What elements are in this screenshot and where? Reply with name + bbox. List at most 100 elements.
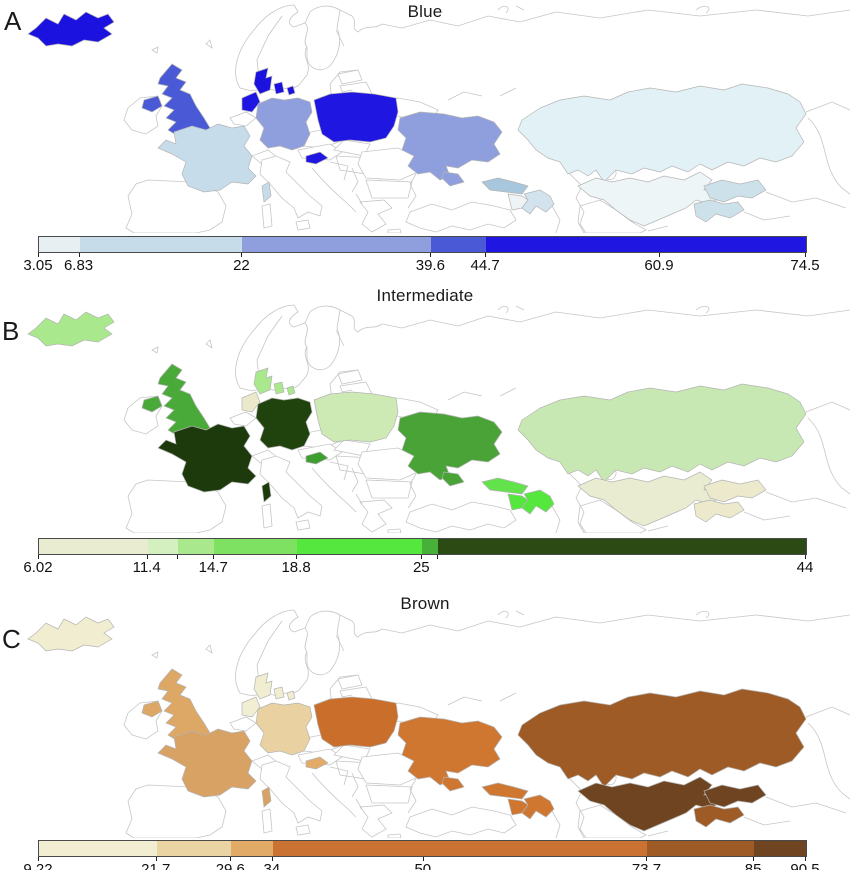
colorbar-tick: [271, 857, 273, 861]
country-outline-sicily: [295, 219, 311, 231]
country-kazakhstan: [517, 383, 807, 483]
border-line-russia-border-1: [447, 91, 483, 101]
colorbar-tick-label: 50: [414, 861, 432, 870]
country-outline-greece: [359, 199, 393, 233]
border-line-china-border-2: [807, 722, 850, 800]
colorbar-segment: [272, 841, 648, 856]
colorbar-tick: [155, 857, 157, 861]
panel-brown: C Brown 9.22 21.7 29.6 34 50 73.7 85 90.5: [0, 574, 850, 870]
colorbar-tick-label: 18.8: [281, 559, 311, 574]
border-line-russia-border-1: [447, 391, 483, 401]
border-line-arctic-island: [695, 305, 710, 314]
country-france: [157, 123, 257, 193]
country-outline-greece: [359, 499, 393, 533]
colorbar-blue: 3.05 6.83 22 39.6 44.7 60.9 74.5: [0, 236, 850, 272]
border-line-afghan-border: [647, 211, 791, 232]
colorbar-tick: [38, 253, 39, 257]
country-tajikistan: [693, 804, 745, 828]
colorbar-segment: [39, 841, 157, 856]
country-outline-sicily: [295, 519, 311, 531]
country-tajikistan: [693, 199, 745, 223]
colorbar-segment: [486, 237, 806, 252]
country-tajikistan: [693, 499, 745, 523]
country-outline-crete: [387, 833, 402, 838]
colorbar-tick: [422, 857, 424, 861]
country-poland: [313, 696, 399, 748]
colorbar-segment: [79, 237, 243, 252]
country-slovenia: [305, 451, 329, 465]
colorbar-bar: [38, 236, 807, 253]
colorbar-tick-label: 73.7: [631, 861, 662, 870]
colorbar-tick: [146, 555, 148, 559]
colorbar-segment: [242, 237, 432, 252]
border-line-gulf-of-finland-coast: [329, 674, 359, 706]
border-line-karelia-line: [335, 634, 345, 652]
border-line-albania-line: [355, 798, 363, 810]
country-outline-belgium: [229, 111, 257, 127]
country-outline-crete: [387, 228, 402, 233]
map-canvas: [27, 4, 850, 233]
border-line-svalbard-2: [515, 5, 525, 11]
colorbar-tick-label: 90.5: [790, 861, 820, 870]
border-line-balkan-border-2: [351, 772, 359, 798]
border-line-gulf-of-finland-coast: [329, 369, 359, 401]
colorbar-tick: [805, 857, 806, 861]
border-line-caspian-east-coast: [567, 171, 587, 233]
country-outline-turkey: [405, 806, 517, 838]
border-line-black-sea-west-coast: [407, 173, 417, 209]
country-outline-italy: [259, 155, 323, 219]
country-denmark-zealand: [286, 385, 296, 396]
country-denmark-islands: [273, 686, 285, 700]
border-line-china-border-2: [807, 417, 850, 495]
country-denmark-islands: [273, 81, 285, 95]
country-outline-shetland: [205, 644, 213, 654]
panel-intermediate: B Intermediate 6.02 11.4 14.7 18.8 25 44: [0, 272, 850, 574]
colorbar-tick-label: 14.7: [198, 559, 228, 574]
country-outline-sardinia: [261, 503, 273, 529]
colorbar-tick: [659, 253, 660, 257]
border-line-kaliningrad: [341, 389, 353, 393]
colorbar-intermediate: 6.02 11.4 14.7 18.8 25 44: [0, 538, 850, 574]
colorbar-tick-label: 60.9: [644, 257, 674, 272]
country-outline-sardinia: [261, 203, 273, 229]
country-denmark-jutland: [253, 67, 273, 95]
country-kazakhstan: [517, 688, 807, 788]
country-iceland: [27, 616, 115, 652]
border-line-afghan-border: [647, 816, 791, 837]
colorbar-segment: [231, 841, 273, 856]
colorbar-segment: [39, 539, 148, 554]
border-line-caspian-west-coast: [551, 205, 561, 233]
country-outline-crete: [387, 528, 402, 533]
border-line-china-border-3: [765, 191, 847, 209]
colorbar-bar: [38, 538, 807, 555]
country-outline-bulgaria: [365, 784, 413, 804]
border-line-black-sea-west-coast: [407, 778, 417, 814]
border-line-russia-arctic-coast: [339, 614, 850, 638]
border-line-caspian-west-coast: [551, 505, 561, 533]
country-denmark-zealand: [286, 690, 296, 701]
colorbar-tick-label: 21.7: [141, 861, 171, 870]
panel-letter-b: B: [2, 316, 20, 346]
country-azerbaijan: [521, 189, 555, 215]
panel-letter-c: C: [2, 624, 21, 654]
colorbar-segment: [647, 841, 755, 856]
border-line-svalbard-2: [515, 610, 525, 616]
border-line-balkan-border-2: [351, 167, 359, 193]
colorbar-segment: [297, 539, 423, 554]
colorbar-segment: [147, 539, 178, 554]
country-iceland: [27, 11, 115, 47]
panel-title-intermediate: Intermediate: [376, 286, 474, 305]
border-line-caspian-east-coast: [567, 776, 587, 838]
border-line-svalbard-1: [497, 610, 509, 619]
colorbar-tick: [646, 857, 648, 861]
country-netherlands: [241, 696, 261, 718]
colorbar-tick-label: 74.5: [790, 257, 820, 272]
country-outline-romania: [357, 447, 419, 481]
colorbar-segment: [438, 539, 806, 554]
colorbar-tick-label: 6.83: [63, 257, 94, 272]
colorbar-tick-label: 34: [263, 861, 281, 870]
colorbar-tick-label: 11.4: [132, 559, 161, 574]
colorbar-tick: [241, 253, 243, 257]
country-azerbaijan: [521, 489, 555, 515]
